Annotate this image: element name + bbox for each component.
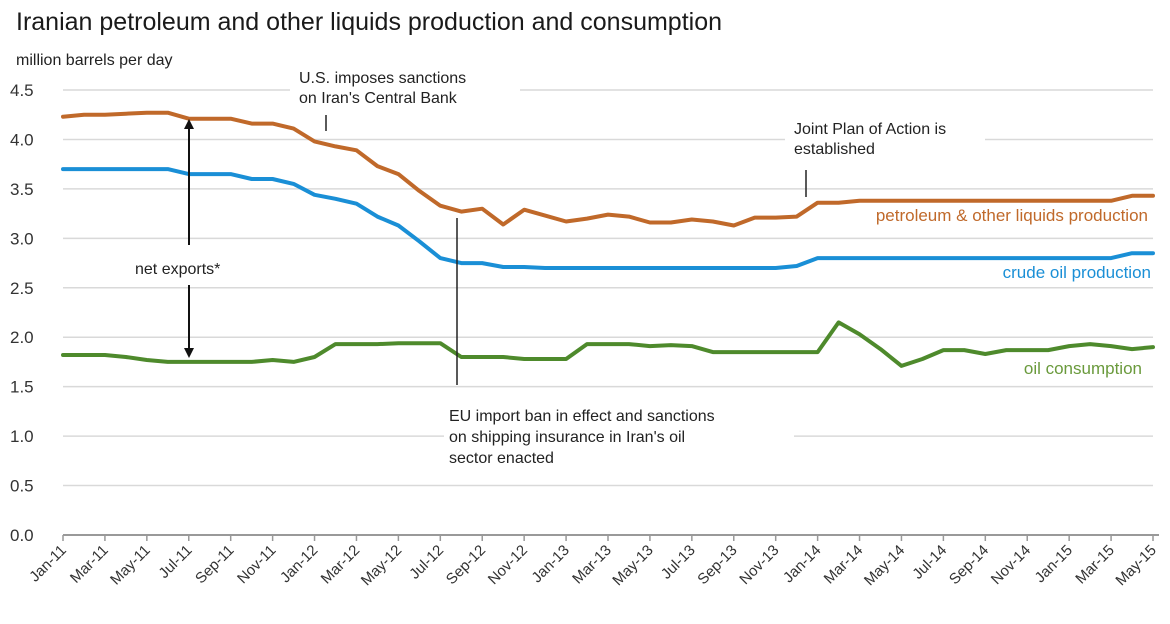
eu-ban-bg [444, 400, 794, 470]
annotation-us-sanctions-line1: U.S. imposes sanctions [299, 70, 466, 87]
x-tick-label: Jul-13 [658, 542, 699, 583]
x-tick-label: Jan-15 [1032, 542, 1076, 586]
x-tick-label: Mar-15 [1072, 542, 1118, 588]
x-tick-label: Jul-11 [155, 542, 195, 582]
us-sanctions-bg [290, 66, 520, 110]
gridlines [63, 89, 1153, 487]
y-tick-label: 4.0 [10, 130, 34, 149]
x-tick-label: Jul-12 [406, 542, 447, 583]
annotation-eu-ban-line2: on shipping insurance in Iran's oil [449, 429, 685, 446]
series-label-crude: crude oil production [1003, 263, 1151, 282]
y-tick-label: 0.5 [10, 477, 34, 496]
x-tick-label: Sep-14 [946, 542, 992, 588]
y-tick-label: 0.0 [10, 526, 34, 545]
x-tick-label: May-11 [107, 542, 154, 589]
x-tick-label: Mar-14 [821, 542, 867, 588]
series-line-petroleum [61, 110, 1155, 228]
x-tick-label: Jan-14 [780, 542, 824, 586]
annotation-eu-ban: EU import ban in effect and sanctions on… [449, 218, 715, 467]
x-tick-label: Sep-13 [694, 542, 740, 588]
y-tick-label: 2.0 [10, 328, 34, 347]
series-label-petroleum: petroleum & other liquids production [876, 206, 1148, 225]
series-label-consumption: oil consumption [1024, 359, 1142, 378]
y-tick-label: 3.5 [10, 180, 34, 199]
joint-plan-bg [785, 115, 985, 161]
y-tick-label: 1.0 [10, 427, 34, 446]
x-tick-label: May-15 [1112, 542, 1159, 589]
x-tick-label: Nov-12 [485, 542, 531, 588]
annotation-us-sanctions: U.S. imposes sanctions on Iran's Central… [299, 70, 466, 131]
x-tick-label: Mar-12 [318, 542, 364, 588]
x-tick-label: Jan-12 [277, 542, 321, 586]
x-tick-label: Sep-11 [192, 542, 237, 587]
y-tick-label: 4.5 [10, 81, 34, 100]
x-tick-label: Nov-11 [234, 542, 279, 587]
net-exports-bg [130, 255, 280, 281]
annotation-us-sanctions-line2: on Iran's Central Bank [299, 90, 458, 107]
annotation-joint-plan: Joint Plan of Action is established [794, 121, 946, 197]
annotation-net-exports-label: net exports* [135, 261, 220, 278]
x-tick-label: Sep-12 [443, 542, 489, 588]
x-tick-label: May-13 [609, 542, 656, 589]
annotation-net-exports: net exports* [135, 119, 220, 358]
y-tick-label: 3.0 [10, 229, 34, 248]
y-axis-ticks: 0.0 0.5 1.0 1.5 2.0 2.5 3.0 3.5 4.0 4.5 [10, 81, 34, 545]
x-tick-label: May-12 [358, 542, 405, 589]
chart-title: Iranian petroleum and other liquids prod… [16, 8, 722, 36]
y-tick-label: 1.5 [10, 378, 34, 397]
y-axis-unit-label: million barrels per day [16, 52, 173, 69]
x-tick-label: Nov-14 [988, 542, 1034, 588]
x-tick-label: Jul-14 [909, 542, 950, 583]
x-tick-label: Jan-13 [528, 542, 572, 586]
annotation-joint-plan-line2: established [794, 141, 875, 158]
x-tick-label: Jan-11 [26, 542, 70, 586]
x-tick-label: Nov-13 [736, 542, 782, 588]
series-lines [61, 110, 1155, 368]
x-tick-label: Mar-11 [67, 542, 112, 587]
y-tick-label: 2.5 [10, 279, 34, 298]
series-line-consumption [61, 320, 1155, 368]
x-tick-label: Mar-13 [569, 542, 615, 588]
annotation-joint-plan-line1: Joint Plan of Action is [794, 121, 946, 138]
annotation-eu-ban-line1: EU import ban in effect and sanctions [449, 408, 715, 425]
x-tick-label: May-14 [861, 542, 908, 589]
annotation-eu-ban-line3: sector enacted [449, 450, 554, 467]
series-line-crude [61, 167, 1155, 270]
